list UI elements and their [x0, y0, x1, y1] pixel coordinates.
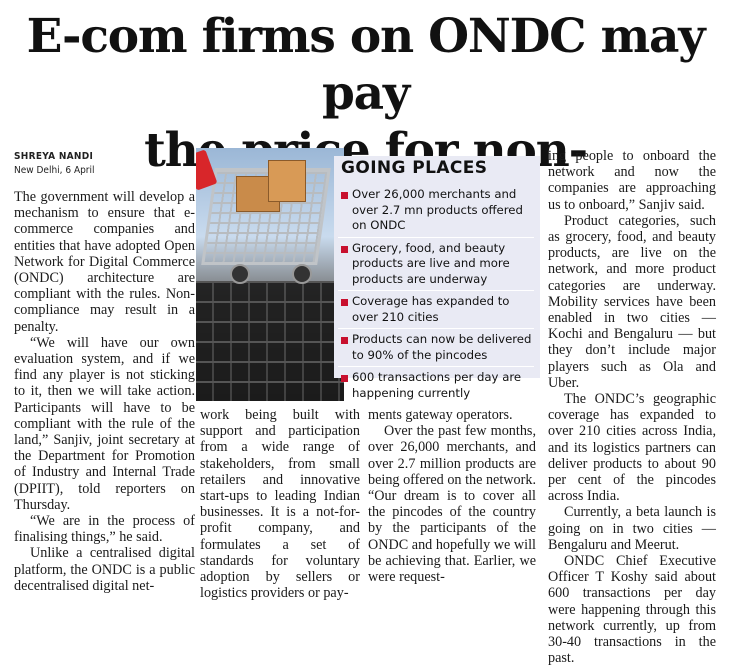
- shopping-cart-photo: [196, 148, 344, 401]
- article-column-3: ments gateway operators. Over the past f…: [368, 407, 536, 585]
- square-bullet-icon: [341, 299, 348, 306]
- article-column-4: ing people to onboard the network and no…: [548, 148, 716, 667]
- square-bullet-icon: [341, 192, 348, 199]
- article-paragraph: Currently, a beta launch is going on in …: [548, 504, 716, 553]
- byline: SHREYA NANDI New Delhi, 6 April: [14, 150, 95, 178]
- infobox-list: Over 26,000 merchants and over 2.7 mn pr…: [338, 184, 534, 404]
- article-paragraph: ing people to onboard the network and no…: [548, 148, 716, 213]
- article-paragraph: “We are in the process of finalising thi…: [14, 513, 195, 546]
- square-bullet-icon: [341, 245, 348, 253]
- cart-wheel: [292, 264, 312, 284]
- infobox-item: Coverage has expanded to over 210 cities: [338, 290, 534, 328]
- article-paragraph: Unlike a centralised digital platform, t…: [14, 545, 195, 594]
- article-paragraph: The ONDC’s geographic coverage has expan…: [548, 391, 716, 505]
- article-paragraph: Over the past few months, over 26,000 me…: [368, 423, 536, 586]
- infobox-item: Over 26,000 merchants and over 2.7 mn pr…: [338, 184, 534, 237]
- byline-author: SHREYA NANDI: [14, 151, 94, 162]
- parcel-box-icon: [268, 160, 306, 202]
- going-places-infobox: GOING PLACES Over 26,000 merchants and o…: [334, 156, 540, 400]
- infobox-title: GOING PLACES: [341, 158, 488, 178]
- article-paragraph: The government will develop a mechanism …: [14, 189, 195, 335]
- infobox-item: Products can now be delivered to 90% of …: [338, 328, 534, 366]
- article-paragraph: ments gateway operators.: [368, 407, 513, 423]
- article-paragraph: work being built with support and partic…: [200, 407, 360, 602]
- article-paragraph: Product categories, such as grocery, foo…: [548, 212, 716, 391]
- infobox-item: 600 transactions per day are happening c…: [338, 366, 534, 404]
- article-paragraph: ONDC Chief Executive Officer T Koshy sai…: [548, 553, 716, 667]
- article-column-1: The government will develop a mechanism …: [14, 189, 195, 594]
- infobox-item: Grocery, food, and beauty products are l…: [338, 236, 534, 291]
- square-bullet-icon: [341, 337, 348, 344]
- article-column-2: work being built with support and partic…: [200, 407, 360, 601]
- cart-wheel: [230, 264, 250, 284]
- square-bullet-icon: [341, 375, 348, 382]
- article-paragraph: “We will have our own evaluation system,…: [14, 334, 195, 513]
- byline-dateline: New Delhi, 6 April: [14, 165, 95, 176]
- headline-line-1: E-com firms on ONDC may pay: [26, 9, 706, 121]
